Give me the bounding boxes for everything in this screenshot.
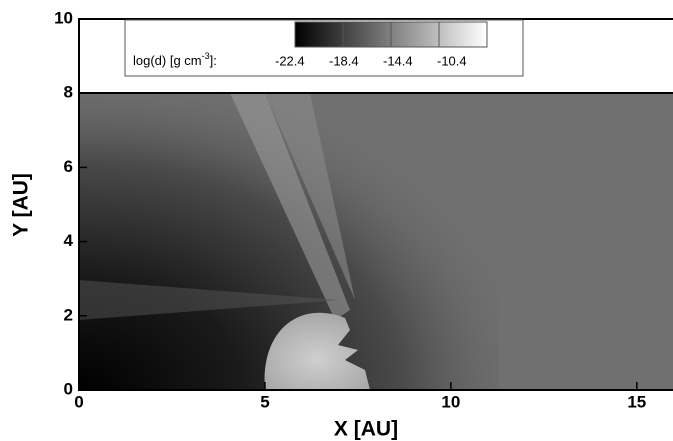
colorbar-tick-label: -22.4 [275,53,305,68]
x-tick-label: 0 [74,392,83,411]
y-tick-label: 4 [64,231,74,250]
y-axis-label: Y [AU] [10,173,33,237]
colorbar-label-text: log(d) [g cm [133,53,202,68]
colorbar-tick-label: -14.4 [383,53,413,68]
plot-frame [78,18,673,391]
y-tick-label: 2 [64,305,73,324]
colorbar-tick-label: -10.4 [437,53,467,68]
y-tick-label: 8 [64,83,73,102]
colorbar-label: log(d) [g cm-3]: [133,51,217,68]
y-tick-label: 10 [54,8,73,27]
density-field [79,93,673,390]
colorbar-tick-label: -18.4 [329,53,359,68]
x-tick-label: 5 [260,392,269,411]
y-tick-label: 6 [64,157,73,176]
x-axis-label: X [AU] [334,418,398,441]
y-tick-label: 0 [64,379,73,398]
x-tick-label: 15 [627,392,646,411]
colorbar-label-end: ]: [210,53,217,68]
colorbar-label-sup: -3 [202,51,210,61]
x-tick-label: 10 [441,392,460,411]
